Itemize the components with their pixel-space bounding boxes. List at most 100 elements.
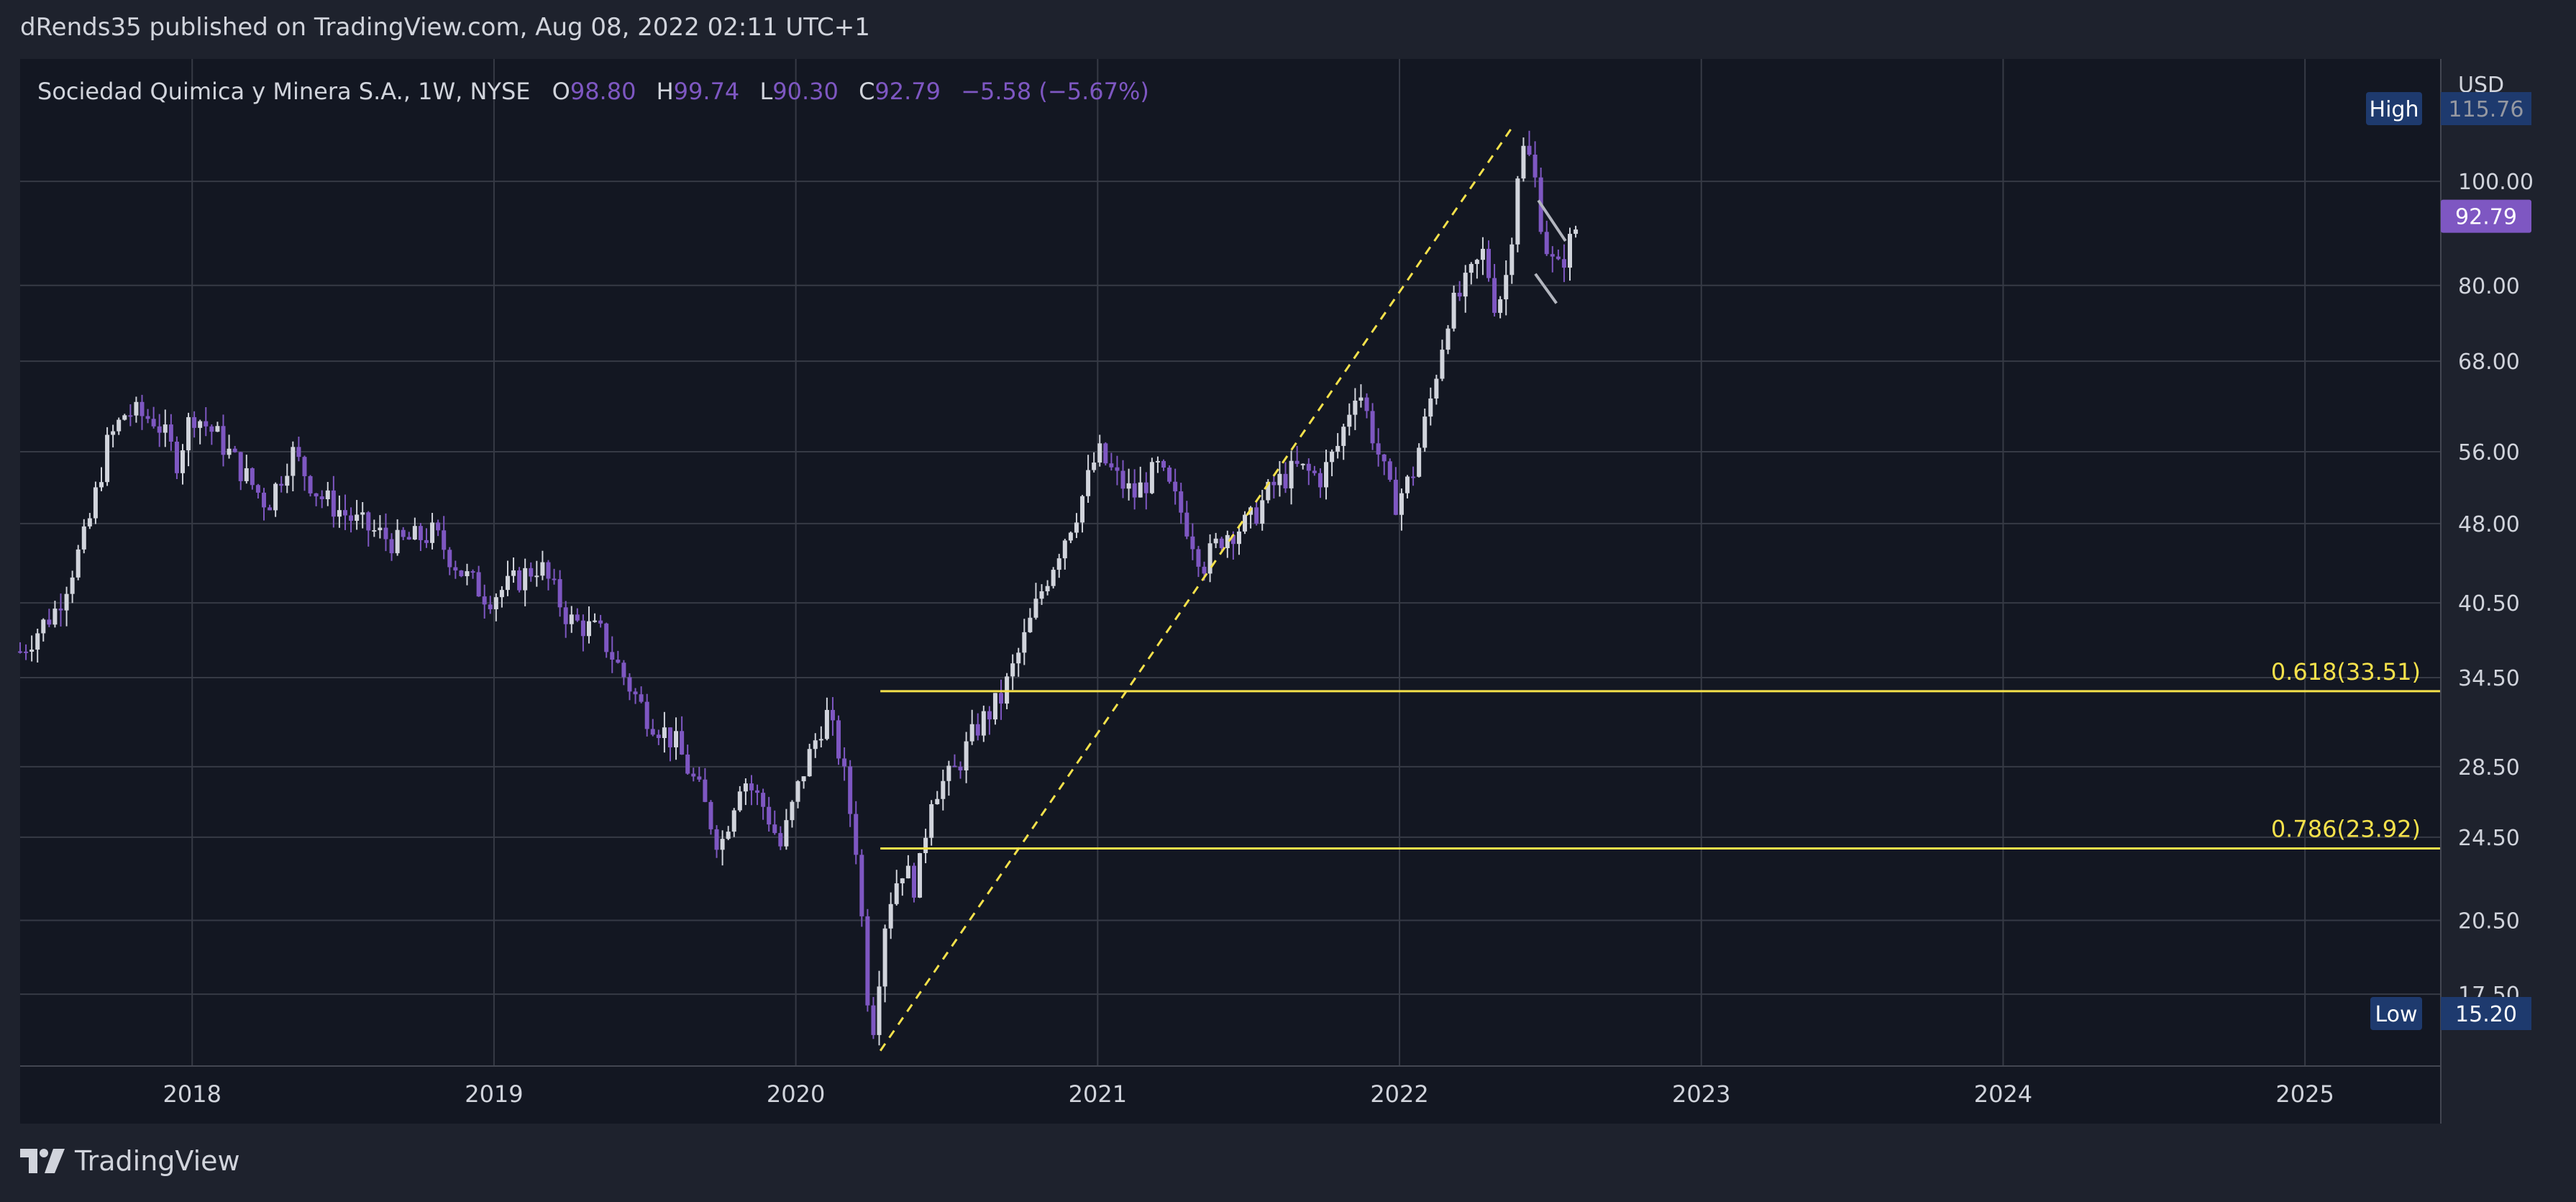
low-price-badge: [2441, 997, 2531, 1030]
candle-body-125: [743, 783, 748, 792]
candle-body-68: [412, 526, 417, 539]
candle-body-106: [633, 691, 638, 695]
candle-body-185: [1092, 463, 1097, 470]
candle-body-178: [1051, 570, 1056, 586]
candle-body-2: [29, 650, 35, 652]
candle-body-54: [331, 490, 336, 517]
candle-body-209: [1230, 534, 1236, 545]
candle-body-136: [807, 749, 812, 777]
candle-body-138: [818, 739, 823, 741]
candle-body-260: [1527, 145, 1532, 155]
candle-body-191: [1126, 483, 1131, 489]
candle-body-91: [546, 562, 551, 579]
candle-body-103: [616, 660, 621, 663]
legend-low-label: L: [759, 78, 772, 105]
candle-body-158: [935, 798, 940, 804]
candle-body-226: [1330, 451, 1335, 463]
candle-body-7: [58, 609, 63, 611]
candle-body-239: [1405, 476, 1410, 493]
x-tick-2023: 2023: [1672, 1080, 1730, 1108]
x-tick-2019: 2019: [465, 1080, 523, 1108]
candle-body-210: [1236, 531, 1241, 545]
candle-body-118: [703, 779, 708, 802]
candle-body-171: [1010, 663, 1015, 677]
candle-body-114: [680, 731, 685, 755]
candle-body-62: [378, 527, 383, 531]
candle-body-21: [140, 401, 145, 416]
candle-body-213: [1254, 507, 1259, 524]
candle-body-268: [1574, 229, 1579, 235]
candle-body-38: [238, 452, 243, 481]
candle-body-29: [186, 416, 191, 451]
x-tick-2021: 2021: [1069, 1080, 1127, 1108]
low-badge: [2370, 997, 2422, 1030]
candle-body-154: [911, 865, 916, 898]
candle-body-204: [1202, 566, 1207, 574]
candle-body-246: [1445, 328, 1451, 350]
candle-body-170: [1005, 676, 1010, 704]
candle-body-244: [1434, 378, 1439, 399]
annotations: 0.618(33.51) 0.786(23.92): [879, 124, 2441, 1052]
candle-body-82: [493, 597, 498, 609]
x-tick-2025: 2025: [2275, 1080, 2334, 1108]
candle-body-46: [285, 475, 290, 486]
candle-body-263: [1544, 232, 1549, 255]
candle-body-261: [1533, 154, 1538, 178]
candle-body-72: [436, 522, 441, 531]
candle-body-167: [987, 711, 992, 720]
candle-body-157: [929, 803, 934, 838]
candle-body-0: [18, 651, 22, 653]
candle-body-198: [1167, 468, 1172, 482]
candle-body-124: [737, 791, 742, 811]
tradingview-logo-icon: [20, 1149, 65, 1173]
candle-body-258: [1515, 178, 1520, 245]
tradingview-logo[interactable]: TradingView: [20, 1145, 240, 1177]
candle-body-218: [1283, 473, 1288, 488]
candle-body-5: [47, 619, 52, 625]
candle-body-112: [667, 727, 672, 747]
candle-body-160: [946, 765, 951, 781]
candle-body-236: [1387, 461, 1392, 480]
candle-body-17: [117, 419, 122, 432]
candle-body-172: [1016, 652, 1021, 664]
candle-body-152: [900, 878, 905, 883]
candle-body-18: [122, 415, 127, 420]
candle-body-207: [1219, 538, 1224, 549]
last-price-badge: [2441, 199, 2531, 233]
high-price-label: 115.76: [2449, 97, 2524, 122]
candle-body-126: [749, 783, 754, 791]
candle-body-224: [1317, 473, 1323, 488]
candle-body-60: [366, 512, 371, 531]
candle-body-1: [24, 651, 29, 653]
candle-body-128: [761, 793, 766, 807]
candle-body-83: [499, 590, 504, 598]
candle-body-247: [1451, 292, 1456, 329]
candle-body-9: [70, 577, 75, 594]
candle-body-33: [209, 426, 214, 432]
candle-body-267: [1568, 234, 1573, 268]
candle-body-85: [511, 570, 516, 576]
y-tick-56.00: 56.00: [2458, 440, 2520, 465]
high-badge-label: High: [2370, 97, 2419, 122]
candle-body-44: [273, 483, 278, 511]
candle-body-73: [442, 530, 447, 550]
candle-body-186: [1097, 443, 1102, 463]
candle-body-221: [1300, 463, 1305, 465]
y-tick-100.00: 100.00: [2458, 170, 2534, 195]
candle-body-265: [1556, 256, 1561, 260]
candle-body-264: [1550, 254, 1555, 257]
candle-body-254: [1492, 278, 1497, 313]
candle-body-148: [877, 986, 882, 1035]
candle-body-13: [93, 487, 98, 519]
candle-body-181: [1068, 532, 1073, 541]
legend-close-value: 92.79: [874, 78, 941, 105]
candle-body-53: [325, 490, 330, 500]
dashed-trend-line: [879, 124, 1515, 1052]
candle-body-58: [355, 514, 360, 522]
candle-body-35: [221, 426, 226, 455]
wedge-line-0: [1537, 199, 1567, 242]
candle-body-220: [1294, 460, 1300, 464]
candle-body-100: [598, 620, 603, 624]
candle-body-98: [586, 621, 591, 637]
